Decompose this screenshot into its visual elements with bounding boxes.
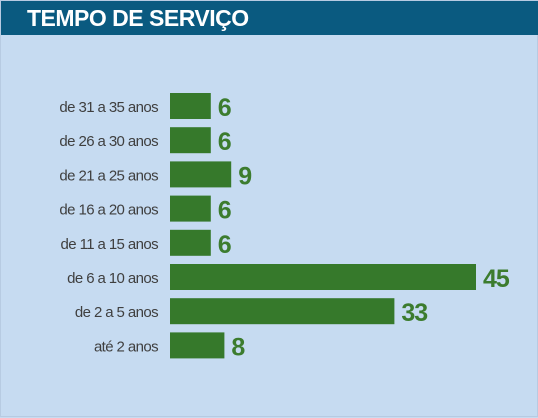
category-label: de 31 a 35 anos bbox=[59, 99, 158, 116]
data-label: 33 bbox=[401, 299, 427, 327]
bar bbox=[170, 332, 225, 359]
category-label: de 21 a 25 anos bbox=[59, 167, 158, 184]
title-bar: TEMPO DE SERVIÇO bbox=[1, 1, 538, 35]
bar bbox=[170, 229, 211, 256]
category-label: de 2 a 5 anos bbox=[75, 304, 158, 321]
bar bbox=[170, 264, 476, 290]
data-label: 6 bbox=[218, 231, 231, 259]
category-label: até 2 anos bbox=[94, 338, 158, 355]
category-label: de 11 a 15 anos bbox=[61, 236, 159, 253]
bar bbox=[170, 127, 211, 154]
data-label: 6 bbox=[218, 197, 231, 225]
category-label: de 26 a 30 anos bbox=[59, 133, 158, 150]
data-label: 45 bbox=[483, 265, 510, 293]
category-label: de 16 a 20 anos bbox=[59, 202, 158, 219]
data-label: 6 bbox=[218, 128, 231, 156]
bar bbox=[170, 93, 211, 119]
category-label: de 6 a 10 anos bbox=[67, 270, 158, 287]
bar bbox=[170, 161, 232, 188]
bar bbox=[170, 298, 395, 325]
data-label: 8 bbox=[231, 333, 245, 361]
bar bbox=[170, 195, 211, 222]
data-label: 6 bbox=[218, 94, 231, 122]
data-label: 9 bbox=[238, 162, 251, 190]
chart-title: TEMPO DE SERVIÇO bbox=[27, 5, 249, 31]
